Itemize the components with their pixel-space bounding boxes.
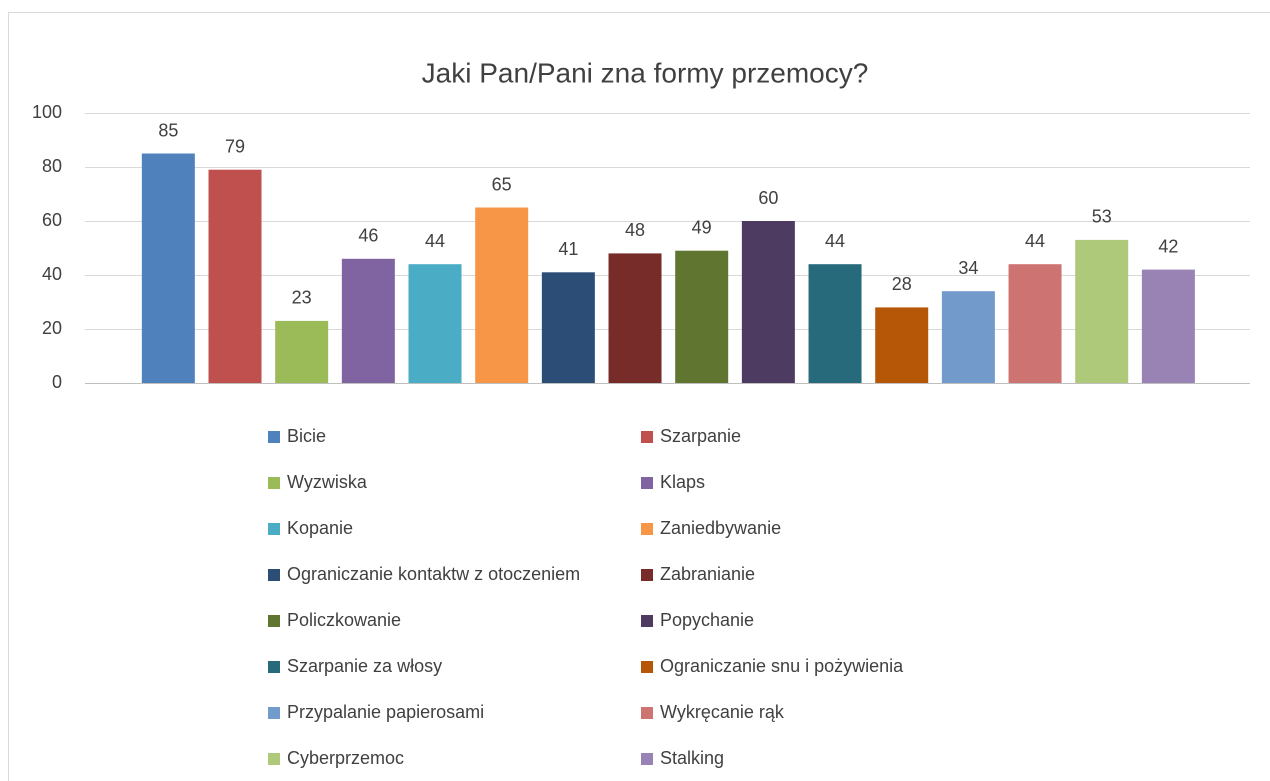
legend-label: Policzkowanie <box>287 610 401 630</box>
legend-swatch <box>268 431 280 443</box>
chart-border <box>8 12 1270 781</box>
legend-swatch <box>641 477 653 489</box>
value-label: 48 <box>625 220 645 240</box>
bar <box>141 153 195 383</box>
bar <box>941 291 995 383</box>
legend-label: Zabranianie <box>660 564 755 584</box>
value-label: 46 <box>358 226 378 246</box>
bar <box>1008 264 1062 383</box>
value-label: 60 <box>758 188 778 208</box>
value-label: 65 <box>492 174 512 194</box>
legend-swatch <box>641 707 653 719</box>
legend-label: Popychanie <box>660 610 754 630</box>
value-label: 44 <box>1025 231 1045 251</box>
value-label: 41 <box>558 239 578 259</box>
bar <box>608 253 662 383</box>
legend-label: Ograniczanie snu i pożywienia <box>660 656 904 676</box>
legend-label: Przypalanie papierosami <box>287 702 484 722</box>
bar <box>541 272 595 383</box>
legend-label: Stalking <box>660 748 724 768</box>
legend-label: Klaps <box>660 472 705 492</box>
bar <box>675 250 729 383</box>
y-tick-label: 60 <box>42 210 62 230</box>
value-label: 44 <box>425 231 445 251</box>
bar <box>475 207 529 383</box>
legend-label: Szarpanie <box>660 426 741 446</box>
legend-label: Cyberprzemoc <box>287 748 404 768</box>
value-label: 85 <box>158 120 178 140</box>
y-tick-label: 40 <box>42 264 62 284</box>
legend-label: Wyzwiska <box>287 472 368 492</box>
bar <box>1075 239 1129 383</box>
legend-label: Wykręcanie rąk <box>660 702 785 722</box>
legend-label: Kopanie <box>287 518 353 538</box>
value-label: 53 <box>1092 207 1112 227</box>
y-tick-label: 0 <box>52 372 62 392</box>
legend-label: Szarpanie za włosy <box>287 656 442 676</box>
bar <box>408 264 462 383</box>
legend-swatch <box>641 523 653 535</box>
bar <box>741 221 795 383</box>
legend-swatch <box>268 753 280 765</box>
legend-label: Ograniczanie kontaktw z otoczeniem <box>287 564 580 584</box>
value-label: 34 <box>958 258 978 278</box>
value-label: 44 <box>825 231 845 251</box>
legend-swatch <box>641 661 653 673</box>
bar <box>808 264 862 383</box>
legend-swatch <box>268 477 280 489</box>
bar <box>341 258 395 383</box>
bar <box>1141 269 1195 383</box>
y-tick-label: 100 <box>32 102 62 122</box>
value-label: 42 <box>1158 236 1178 256</box>
legend-swatch <box>268 569 280 581</box>
legend-swatch <box>641 753 653 765</box>
value-label: 23 <box>292 288 312 308</box>
legend-swatch <box>641 615 653 627</box>
value-label: 28 <box>892 274 912 294</box>
legend-label: Bicie <box>287 426 326 446</box>
legend-swatch <box>268 661 280 673</box>
value-label: 49 <box>692 217 712 237</box>
bar <box>875 307 929 383</box>
legend-swatch <box>268 707 280 719</box>
legend-swatch <box>641 569 653 581</box>
legend-swatch <box>268 615 280 627</box>
chart-title: Jaki Pan/Pani zna formy przemocy? <box>422 57 869 88</box>
legend-label: Zaniedbywanie <box>660 518 781 538</box>
legend-swatch <box>641 431 653 443</box>
y-tick-label: 80 <box>42 156 62 176</box>
bar <box>275 320 329 383</box>
legend-swatch <box>268 523 280 535</box>
bar <box>208 169 262 383</box>
value-label: 79 <box>225 136 245 156</box>
y-tick-label: 20 <box>42 318 62 338</box>
